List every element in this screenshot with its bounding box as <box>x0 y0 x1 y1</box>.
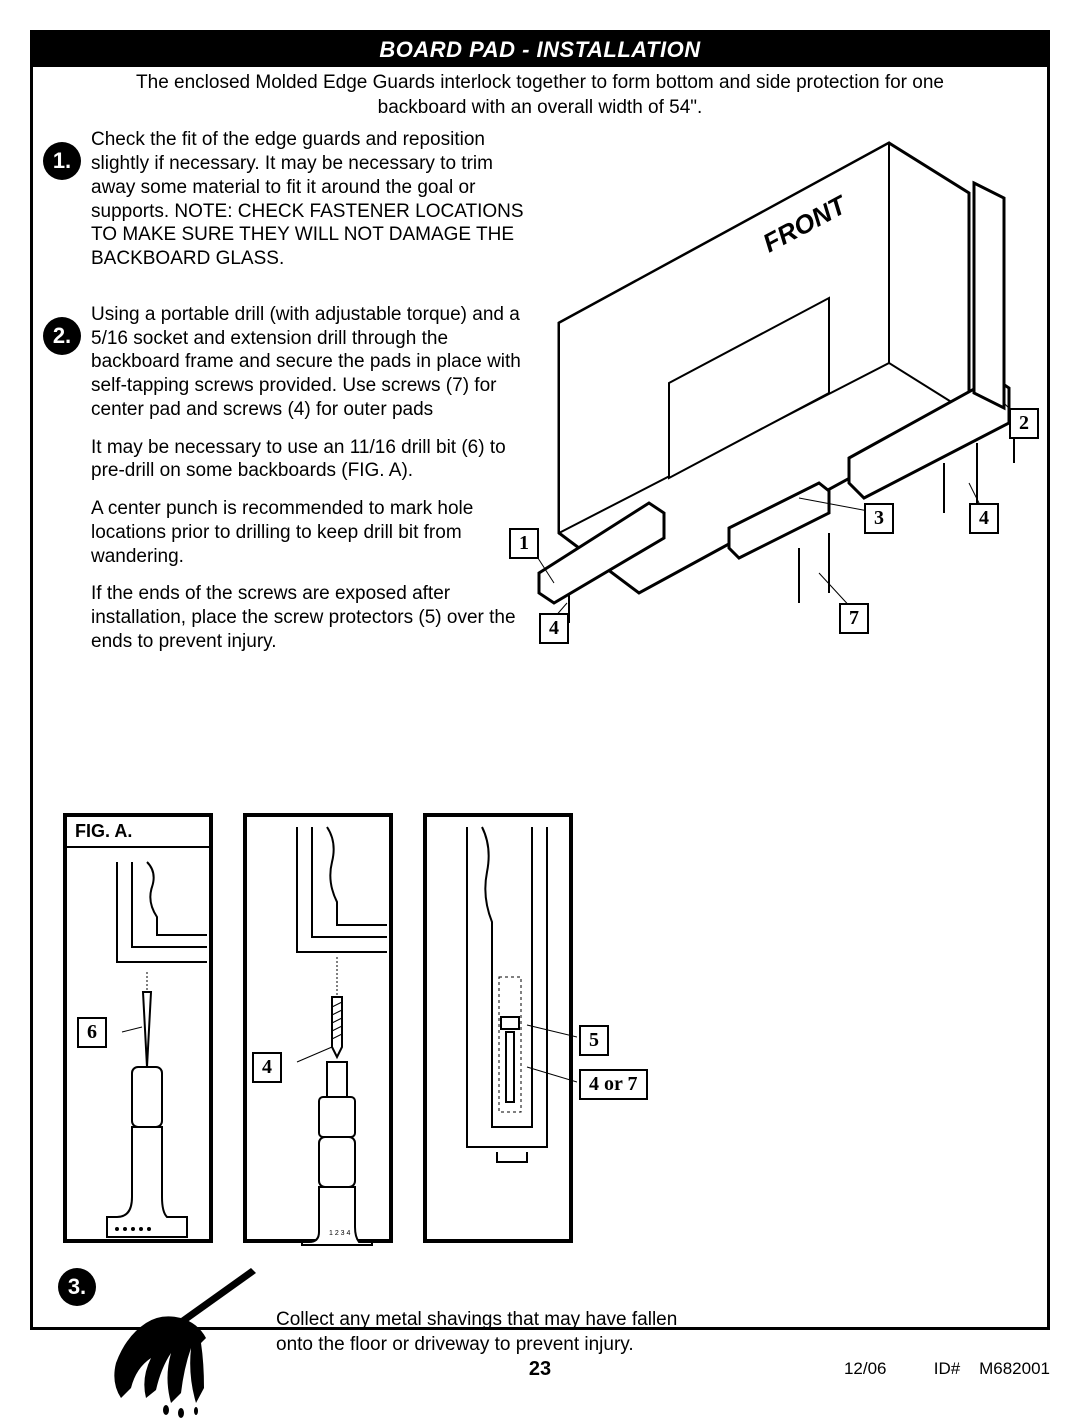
figure-b-callout-4: 4 <box>252 1052 282 1083</box>
step-2-p4: If the ends of the screws are exposed af… <box>91 582 541 653</box>
step-1-paragraph: Check the fit of the edge guards and rep… <box>91 128 541 271</box>
figure-a-label: FIG. A. <box>63 813 213 848</box>
callout-2: 2 <box>1009 408 1039 439</box>
step-2-number: 2. <box>43 317 81 355</box>
callout-4b: 4 <box>539 613 569 644</box>
callout-3: 3 <box>864 503 894 534</box>
callout-4a: 4 <box>969 503 999 534</box>
figure-c: 5 4 or 7 <box>423 813 573 1243</box>
page: BOARD PAD - INSTALLATION The enclosed Mo… <box>0 0 1080 1397</box>
step-2-p3: A center punch is recommended to mark ho… <box>91 497 541 568</box>
figure-row: FIG. A. 6 <box>63 813 573 1243</box>
page-footer: 23 12/06 ID# M682001 <box>30 1359 1050 1379</box>
svg-text:1 2 3 4: 1 2 3 4 <box>329 1230 351 1237</box>
step-2-p1: Using a portable drill (with adjustable … <box>91 303 541 422</box>
figure-b-svg: 1 2 3 4 <box>247 817 397 1247</box>
figure-a-callout-6: 6 <box>77 1017 107 1048</box>
footer-id-label: ID# <box>934 1359 960 1378</box>
footer-id-value: M682001 <box>979 1359 1050 1378</box>
section-header: BOARD PAD - INSTALLATION <box>33 33 1047 67</box>
page-border: BOARD PAD - INSTALLATION The enclosed Mo… <box>30 30 1050 1330</box>
backboard-svg: FRONT <box>499 103 1039 633</box>
figure-a: FIG. A. 6 <box>63 813 213 1243</box>
figure-c-svg <box>427 817 577 1247</box>
step-3-text: Collect any metal shavings that may have… <box>266 1268 696 1357</box>
step-3-illustration <box>96 1268 266 1423</box>
callout-7: 7 <box>839 603 869 634</box>
footer-date: 12/06 <box>844 1359 887 1378</box>
step-1-number: 1. <box>43 142 81 180</box>
step-3: 3. Collect any metal shavings that may h… <box>58 1268 696 1423</box>
step-1-text: Check the fit of the edge guards and rep… <box>81 128 541 285</box>
step-3-number: 3. <box>58 1268 96 1306</box>
backboard-diagram: FRONT <box>499 103 1039 633</box>
figure-c-callout-4or7: 4 or 7 <box>579 1069 648 1100</box>
page-number: 23 <box>529 1358 551 1381</box>
footer-right: 12/06 ID# M682001 <box>844 1359 1050 1379</box>
figure-c-callout-5: 5 <box>579 1025 609 1056</box>
callout-1: 1 <box>509 528 539 559</box>
step-2-p2: It may be necessary to use an 11/16 dril… <box>91 436 541 484</box>
figure-b: 1 2 3 4 4 <box>243 813 393 1243</box>
step-2-text: Using a portable drill (with adjustable … <box>81 303 541 668</box>
broom-icon <box>106 1268 266 1418</box>
